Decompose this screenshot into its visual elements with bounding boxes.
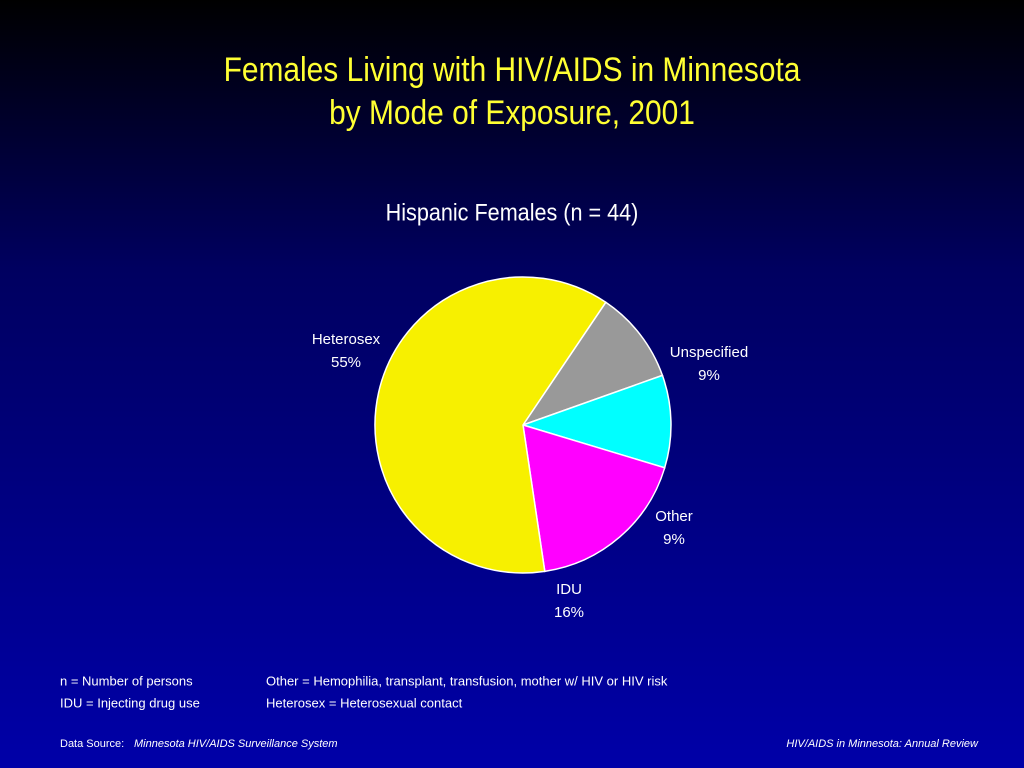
pie-slice [520, 374, 672, 469]
chart-title: by Mode of Exposure, 2001 [329, 93, 695, 131]
source-label: Data Source: [60, 738, 124, 750]
source: Minnesota HIV/AIDS Surveillance System [134, 738, 338, 750]
slice-value-label: 55% [331, 354, 361, 371]
slice-value-label: 16% [554, 604, 584, 621]
chart-subtitle: Hispanic Females (n = 44) [386, 198, 639, 225]
slice-label: IDU [556, 581, 582, 598]
slice-label: Unspecified [670, 344, 748, 361]
pie-slice [522, 423, 666, 573]
pie-slice [521, 301, 664, 427]
slice-label: Heterosex [312, 331, 381, 348]
note: Heterosex = Heterosexual contact [266, 695, 463, 710]
publication: HIV/AIDS in Minnesota: Annual Review [786, 738, 979, 750]
note: Other = Hemophilia, transplant, transfus… [266, 673, 668, 688]
note: n = Number of persons [60, 673, 193, 688]
slice-label: Other [655, 508, 693, 525]
chart-title: Females Living with HIV/AIDS in Minnesot… [224, 50, 801, 88]
slice-value-label: 9% [698, 367, 720, 384]
slice-value-label: 9% [663, 531, 685, 548]
note: IDU = Injecting drug use [60, 695, 200, 710]
pie-slice [374, 276, 607, 574]
